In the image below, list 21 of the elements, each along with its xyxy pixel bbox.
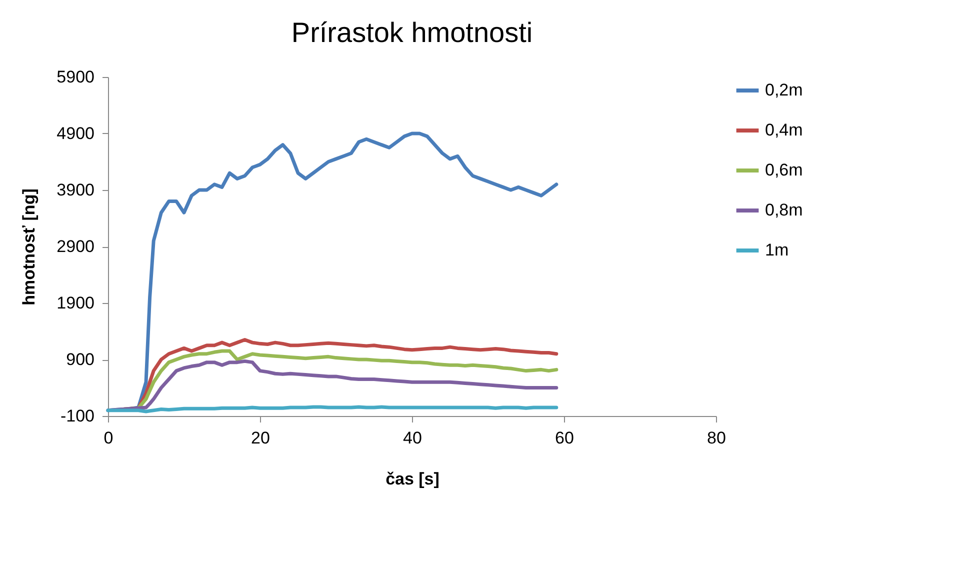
x-tick-label: 40 — [403, 428, 422, 448]
y-tick-label: 900 — [66, 350, 94, 369]
y-tick-label: 5900 — [56, 68, 94, 86]
y-tick-label: 3900 — [56, 180, 94, 200]
x-tick-label: 80 — [707, 428, 726, 448]
x-tick-label: 60 — [555, 428, 574, 448]
y-tick-label: 2900 — [56, 237, 94, 256]
y-axis-title: hmotnosť [ng] — [20, 188, 39, 306]
legend-label: 0,4m — [765, 120, 803, 140]
legend-label: 0,6m — [765, 160, 803, 180]
chart-title: Prírastok hmotnosti — [291, 17, 533, 48]
legend-label: 1m — [765, 240, 789, 260]
line-series — [106, 359, 558, 412]
y-tick-label: -100 — [60, 406, 94, 426]
legend-label: 0,8m — [765, 200, 803, 220]
y-tick-label: 1900 — [56, 294, 94, 312]
y-tick-label: 4900 — [56, 124, 94, 143]
x-tick-label: 20 — [251, 428, 270, 448]
x-axis-title: čas [s] — [386, 470, 440, 488]
x-tick-label: 0 — [104, 428, 114, 448]
legend-label: 0,2m — [765, 80, 803, 100]
